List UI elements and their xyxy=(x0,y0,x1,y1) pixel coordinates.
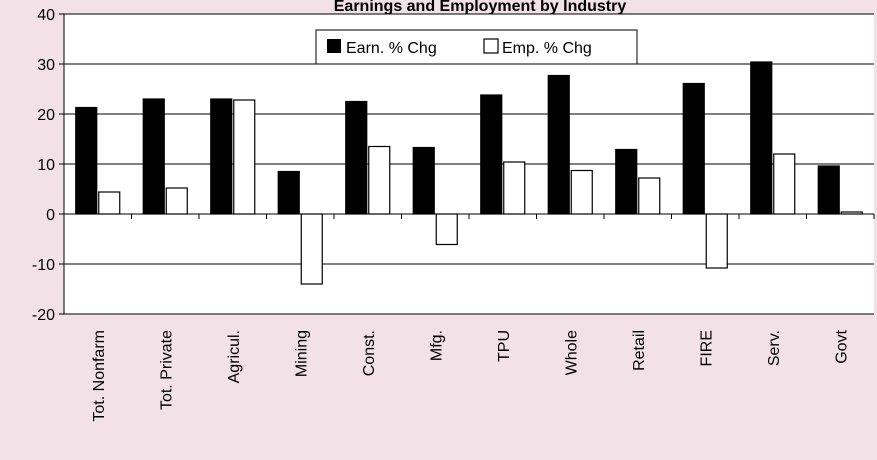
bar-earn xyxy=(615,148,638,215)
bar-emp xyxy=(98,191,121,215)
bar-emp xyxy=(570,169,593,215)
bar-earn xyxy=(210,98,233,215)
x-tick-label: Tot. Private xyxy=(158,330,175,410)
x-tick-label: Govt xyxy=(833,329,850,363)
y-tick-label: 10 xyxy=(37,157,55,174)
bar-earn xyxy=(750,61,773,215)
bars xyxy=(75,61,863,285)
y-tick-label: 40 xyxy=(37,7,55,24)
bar-emp xyxy=(300,213,323,285)
bar-earn xyxy=(480,94,503,215)
x-tick-label: TPU xyxy=(496,330,513,362)
bar-emp xyxy=(165,187,188,215)
bar-emp xyxy=(435,213,458,246)
bar-emp xyxy=(705,213,728,269)
y-tick-label: 20 xyxy=(37,107,55,124)
x-tick-label: Const. xyxy=(361,330,378,376)
bar-emp xyxy=(503,161,526,215)
bar-emp xyxy=(233,99,256,215)
bar-earn xyxy=(277,170,300,215)
legend-label-earn: Earn. % Chg xyxy=(346,40,437,57)
x-tick-label: Mfg. xyxy=(428,330,445,361)
bar-earn xyxy=(817,165,840,215)
x-tick-label: Tot. Nonfarm xyxy=(91,330,108,422)
y-tick-label: -20 xyxy=(32,307,55,324)
bar-earn xyxy=(142,98,165,215)
legend-box xyxy=(315,29,638,65)
x-tick-label: Serv. xyxy=(766,330,783,366)
y-tick-label: 30 xyxy=(37,57,55,74)
legend-label-emp: Emp. % Chg xyxy=(502,40,592,57)
bar-earn xyxy=(345,100,368,215)
legend-swatch-earn xyxy=(327,39,341,53)
bar-earn xyxy=(547,74,570,215)
x-tick-label: FIRE xyxy=(698,330,715,366)
y-tick-labels: -20 -10 0 10 20 30 40 xyxy=(32,7,55,324)
bar-earn xyxy=(412,146,435,215)
x-tick-labels: Tot. Nonfarm Tot. Private Agricul. Mining Co… xyxy=(91,329,851,421)
x-tick-label: Mining xyxy=(293,330,310,377)
bar-earn xyxy=(75,106,98,215)
y-tick-label: -10 xyxy=(32,257,55,274)
legend-swatch-emp xyxy=(483,38,499,54)
chart-title: Earnings and Employment by Industry xyxy=(334,0,627,15)
bar-emp xyxy=(638,177,661,215)
bar-emp xyxy=(368,145,391,215)
y-tick-label: 0 xyxy=(46,207,55,224)
x-tick-label: Agricul. xyxy=(226,330,243,383)
x-tick-label: Retail xyxy=(631,330,648,371)
x-tick-label: Whole xyxy=(563,330,580,375)
axes xyxy=(59,13,875,315)
bar-earn xyxy=(682,82,705,215)
bar-emp xyxy=(773,153,796,215)
legend: Earn. % Chg Emp. % Chg xyxy=(315,29,638,65)
